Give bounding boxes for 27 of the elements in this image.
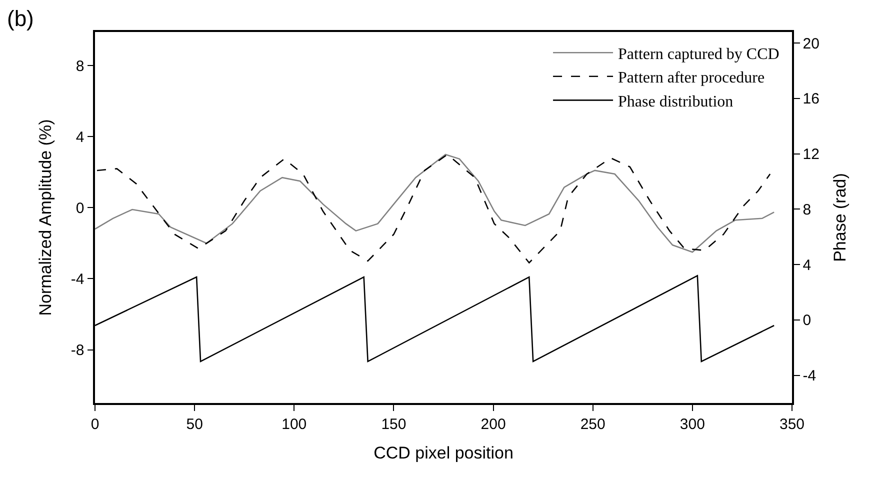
x-tick-label: 100 — [282, 416, 307, 433]
x-tick-label: 50 — [186, 416, 203, 433]
y2-tick-label: 16 — [802, 90, 820, 108]
y2-tick-label: 4 — [802, 256, 812, 274]
y2-tick-label: 8 — [802, 201, 812, 218]
y2-tick-label: 20 — [802, 35, 820, 52]
y-tick-label: -8 — [70, 342, 84, 359]
y2-axis-title: Phase (rad) — [830, 173, 850, 262]
y2-tick-label: -4 — [802, 368, 816, 385]
legend-label: Phase distribution — [618, 93, 734, 110]
y2-tick-label: 0 — [802, 312, 812, 330]
y-axis-title: Normalized Amplitude (%) — [36, 119, 55, 316]
y-tick-label: 0 — [76, 200, 84, 217]
x-tick-label: 250 — [580, 416, 606, 433]
legend-label: Pattern after procedure — [618, 70, 765, 87]
x-axis-title: CCD pixel position — [374, 444, 514, 463]
x-tick-label: 150 — [381, 416, 406, 433]
y2-tick-label: 12 — [802, 146, 820, 164]
y-tick-label: 4 — [76, 128, 84, 146]
y-tick-label: -4 — [70, 270, 84, 288]
legend-label: Pattern captured by CCD — [618, 46, 780, 63]
x-tick-label: 350 — [779, 416, 805, 433]
y-tick-label: 8 — [76, 58, 84, 75]
x-tick-label: 0 — [90, 416, 100, 433]
x-tick-label: 300 — [680, 416, 705, 433]
x-tick-label: 200 — [480, 416, 506, 433]
text: (b) — [7, 6, 34, 31]
